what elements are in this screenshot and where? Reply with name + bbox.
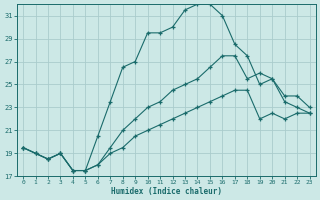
- X-axis label: Humidex (Indice chaleur): Humidex (Indice chaleur): [111, 187, 222, 196]
